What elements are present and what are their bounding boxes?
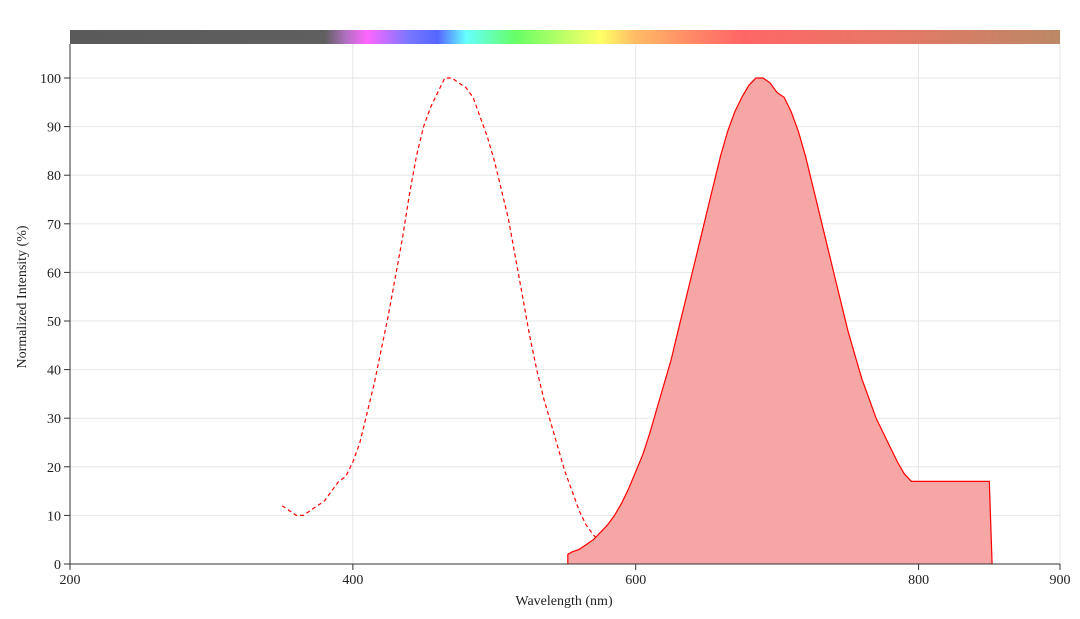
spectrum-color-bar (70, 30, 1060, 44)
y-tick-label: 0 (54, 558, 61, 573)
x-tick-label: 800 (908, 573, 929, 588)
y-tick-label: 90 (47, 121, 61, 136)
y-tick-label: 100 (40, 72, 61, 87)
emission-line (567, 77, 993, 565)
series-layer (281, 77, 993, 565)
y-tick-label: 50 (47, 315, 61, 330)
x-tick-label: 600 (625, 573, 646, 588)
tick-labels: 0 10 20 30 40 50 60 70 80 90 100 200 400 600 800 900 (40, 72, 1071, 588)
emission-area-fill (567, 78, 993, 564)
x-axis-label: Wavelength (nm) (515, 594, 613, 609)
y-tick-label: 80 (47, 169, 61, 184)
y-tick-label: 60 (47, 266, 61, 281)
x-tick-label: 200 (60, 573, 81, 588)
y-tick-label: 70 (47, 218, 61, 233)
y-tick-label: 30 (47, 412, 61, 427)
x-tick-label: 900 (1050, 573, 1071, 588)
x-tick-label: 400 (342, 573, 363, 588)
spectrum-gradient-bar (70, 30, 1060, 44)
y-tick-label: 40 (47, 364, 61, 379)
y-tick-label: 10 (47, 509, 61, 524)
y-tick-label: 20 (47, 461, 61, 476)
y-axis-label: Normalized Intensity (%) (15, 225, 30, 368)
axes (64, 44, 1061, 570)
